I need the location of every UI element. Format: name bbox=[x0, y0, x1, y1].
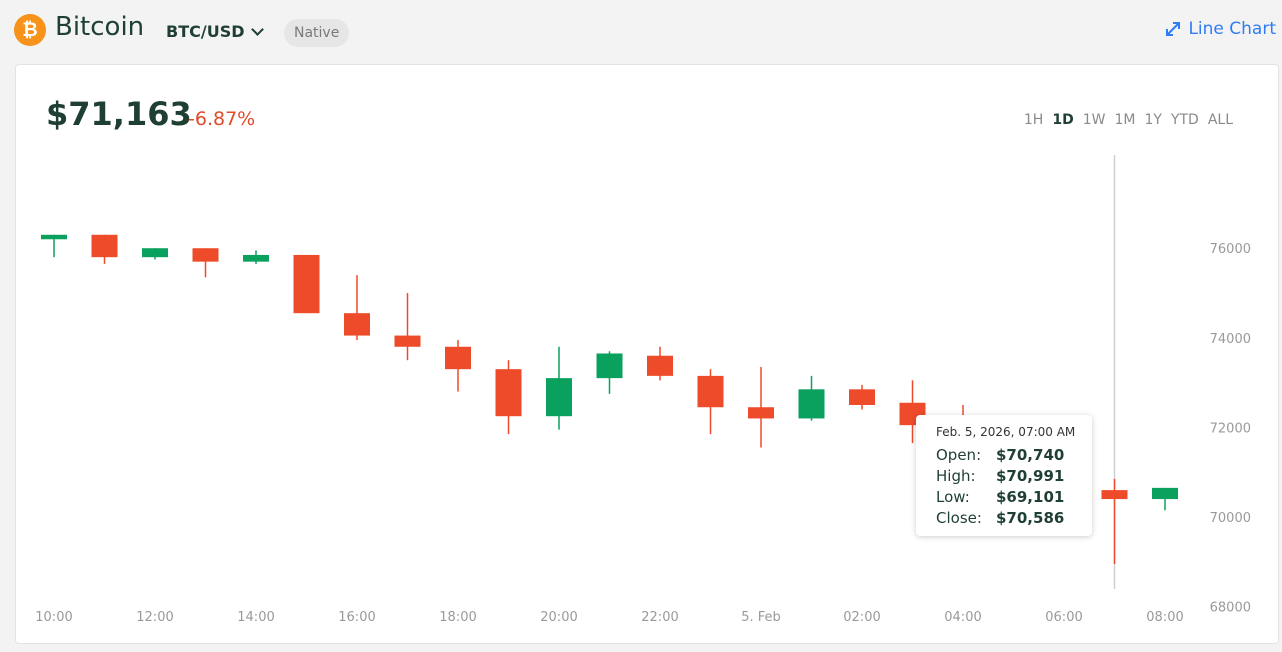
candlestick-chart[interactable]: 76000 74000 72000 70000 68000 10:00 12:00 14:00… bbox=[16, 65, 1278, 643]
y-tick-label: 74000 bbox=[1210, 332, 1251, 347]
candle[interactable] bbox=[293, 254, 320, 314]
candle-body bbox=[243, 254, 269, 262]
tooltip-open-value: $70,740 bbox=[996, 446, 1065, 464]
candle[interactable] bbox=[546, 346, 572, 430]
range-tab-1w[interactable]: 1W bbox=[1082, 112, 1106, 128]
candle[interactable] bbox=[91, 234, 118, 264]
range-tab-1h[interactable]: 1H bbox=[1023, 112, 1044, 128]
x-tick-label: 04:00 bbox=[944, 610, 981, 625]
asset-name: Bitcoin bbox=[55, 12, 145, 42]
candle-body bbox=[293, 254, 320, 314]
pair-label: BTC/USD bbox=[166, 22, 245, 41]
tooltip-close-label: Close: bbox=[936, 509, 982, 527]
x-tick-label: 22:00 bbox=[641, 610, 678, 625]
pair-select[interactable]: BTC/USD bbox=[166, 22, 264, 41]
y-tick-label: 68000 bbox=[1210, 601, 1251, 616]
candle[interactable] bbox=[748, 366, 774, 448]
bitcoin-logo-icon: ₿ bbox=[14, 14, 46, 46]
candle[interactable] bbox=[697, 369, 724, 435]
chevron-down-icon bbox=[250, 22, 264, 36]
range-tab-1m[interactable]: 1M bbox=[1114, 112, 1136, 128]
swap-arrows-icon bbox=[1166, 22, 1181, 36]
candle-tooltip: Feb. 5, 2026, 07:00 AM Open: $70,740 Hig… bbox=[916, 415, 1092, 536]
candle[interactable] bbox=[1152, 487, 1178, 511]
candle[interactable] bbox=[192, 248, 219, 278]
candle-body bbox=[1152, 487, 1178, 500]
x-tick-label: 10:00 bbox=[35, 610, 72, 625]
line-chart-button[interactable]: Line Chart bbox=[1164, 19, 1276, 39]
candle[interactable] bbox=[647, 346, 673, 381]
candle-body bbox=[495, 369, 522, 417]
y-tick-label: 76000 bbox=[1210, 242, 1251, 257]
candle-body bbox=[596, 353, 623, 379]
x-tick-label: 18:00 bbox=[439, 610, 476, 625]
candle-body bbox=[647, 355, 673, 376]
candle[interactable] bbox=[596, 351, 623, 394]
candle-body bbox=[192, 248, 219, 262]
candle[interactable] bbox=[243, 250, 269, 264]
x-tick-label: 16:00 bbox=[338, 610, 375, 625]
tooltip-close-value: $70,586 bbox=[996, 509, 1065, 527]
candle[interactable] bbox=[798, 375, 825, 421]
tooltip-high-value: $70,991 bbox=[996, 467, 1065, 485]
tooltip-high-row: High: $70,991 bbox=[936, 467, 1086, 487]
candle-body bbox=[546, 378, 572, 417]
candle-body bbox=[748, 407, 774, 419]
range-tab-all[interactable]: ALL bbox=[1207, 112, 1233, 128]
tooltip-low-label: Low: bbox=[936, 488, 970, 506]
candle-body bbox=[697, 375, 724, 408]
tooltip-date: Feb. 5, 2026, 07:00 AM bbox=[936, 425, 1076, 439]
range-tab-1y[interactable]: 1Y bbox=[1144, 112, 1162, 128]
tooltip-low-value: $69,101 bbox=[996, 488, 1065, 506]
top-bar: ₿ Bitcoin BTC/USD Native Line Chart bbox=[0, 0, 1282, 64]
tooltip-low-row: Low: $69,101 bbox=[936, 488, 1086, 508]
tooltip-high-label: High: bbox=[936, 467, 976, 485]
native-badge: Native bbox=[284, 19, 350, 47]
current-price: $71,163 bbox=[46, 95, 192, 133]
candle[interactable] bbox=[41, 234, 67, 258]
candle-body bbox=[344, 313, 370, 336]
x-tick-label: 12:00 bbox=[136, 610, 173, 625]
candle-body bbox=[41, 234, 67, 240]
tooltip-open-label: Open: bbox=[936, 446, 982, 464]
candle-body bbox=[91, 234, 118, 258]
candle-body bbox=[798, 389, 825, 419]
x-tick-label: 5. Feb bbox=[741, 610, 781, 625]
candle[interactable] bbox=[445, 340, 471, 392]
x-tick-label: 02:00 bbox=[843, 610, 880, 625]
tooltip-open-row: Open: $70,740 bbox=[936, 446, 1086, 466]
candle[interactable] bbox=[1101, 478, 1128, 565]
chart-card: $71,163 -6.87% 1H 1D 1W 1M 1Y YTD ALL 76… bbox=[15, 64, 1279, 644]
line-chart-label: Line Chart bbox=[1188, 19, 1276, 39]
y-tick-label: 72000 bbox=[1210, 421, 1251, 436]
range-tabs: 1H 1D 1W 1M 1Y YTD ALL bbox=[1024, 112, 1233, 128]
tooltip-close-row: Close: $70,586 bbox=[936, 509, 1086, 529]
candle-body bbox=[849, 389, 875, 405]
range-tab-1d[interactable]: 1D bbox=[1052, 112, 1074, 128]
candle-body bbox=[142, 248, 168, 258]
price-change: -6.87% bbox=[188, 108, 256, 130]
x-tick-label: 14:00 bbox=[237, 610, 274, 625]
candle[interactable] bbox=[142, 248, 168, 260]
candle[interactable] bbox=[344, 275, 370, 341]
x-tick-label: 08:00 bbox=[1146, 610, 1183, 625]
candle-body bbox=[1101, 490, 1128, 500]
x-tick-label: 06:00 bbox=[1045, 610, 1082, 625]
range-tab-ytd[interactable]: YTD bbox=[1170, 112, 1199, 128]
candle-body bbox=[445, 346, 471, 370]
y-tick-label: 70000 bbox=[1210, 511, 1251, 526]
candle[interactable] bbox=[849, 384, 875, 410]
candle[interactable] bbox=[394, 293, 421, 361]
x-tick-label: 20:00 bbox=[540, 610, 577, 625]
candle-body bbox=[394, 335, 421, 347]
candle[interactable] bbox=[495, 360, 522, 435]
